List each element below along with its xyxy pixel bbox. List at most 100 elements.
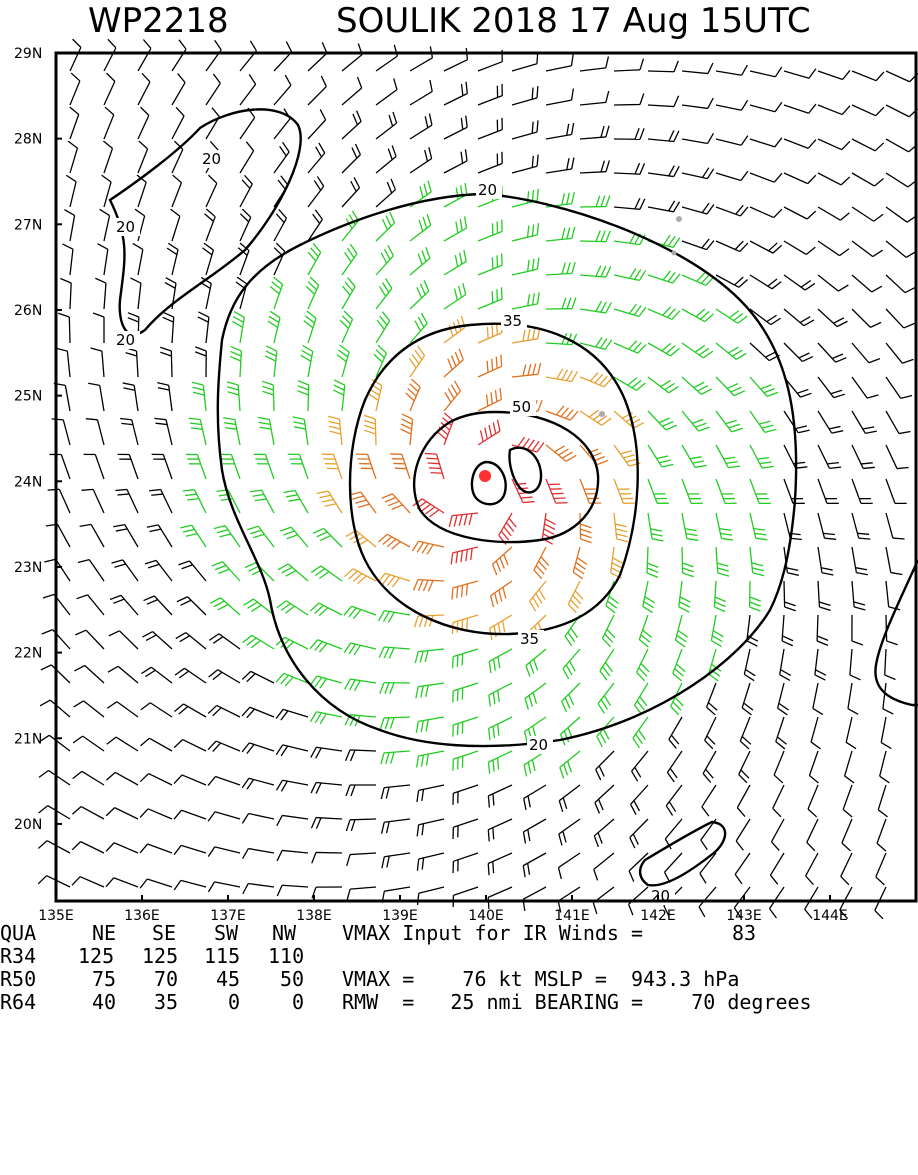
wind-barb — [406, 379, 420, 411]
wind-barb — [342, 144, 360, 173]
wind-barb — [108, 666, 138, 683]
wind-barb — [223, 418, 240, 445]
wind-barb — [818, 513, 836, 539]
wind-barb — [86, 419, 104, 445]
wind-barb — [60, 279, 71, 309]
wind-barb — [453, 853, 478, 873]
quadrant-header-row: QUA NE SE SW NW VMAX Input for IR Winds … — [0, 922, 918, 945]
wind-barb — [811, 717, 821, 749]
wind-barb — [614, 59, 643, 71]
wind-barb — [39, 806, 70, 819]
wind-barb — [152, 454, 172, 479]
r64-se: 35 — [154, 991, 178, 1014]
wind-barb — [376, 312, 390, 343]
wind-barb — [349, 492, 376, 513]
wind-barb — [478, 152, 502, 173]
wind-barb — [750, 479, 771, 503]
wind-barb — [716, 479, 737, 503]
wind-barb — [669, 717, 682, 748]
r34-sw: 115 — [204, 945, 240, 968]
wind-barb — [750, 547, 764, 576]
wind-speed-contours — [110, 109, 918, 885]
wind-barb — [113, 525, 138, 547]
wind-barb — [157, 383, 172, 411]
wind-barb — [886, 513, 905, 539]
wind-barb — [512, 86, 538, 105]
wind-barb — [736, 819, 750, 850]
wind-barb — [123, 383, 138, 411]
wind-barb — [818, 173, 850, 185]
wind-barb — [737, 785, 750, 817]
lon-tick-label: 144E — [812, 908, 848, 922]
r34-nw: 110 — [268, 945, 304, 968]
wind-barb — [140, 879, 172, 888]
wind-barb — [317, 491, 342, 513]
wind-barb — [106, 808, 138, 819]
wind-barb — [180, 525, 206, 547]
wind-barb — [852, 173, 883, 186]
wind-barb — [773, 785, 784, 817]
wind-barb — [852, 513, 870, 539]
wind-barb — [376, 279, 392, 309]
wind-barb — [93, 313, 104, 343]
wind-barb — [104, 39, 116, 71]
wind-barb — [444, 149, 467, 173]
wind-barb — [875, 887, 886, 919]
wind-barb — [716, 65, 747, 75]
wind-barb — [283, 490, 308, 513]
wind-barb — [277, 850, 308, 861]
lon-tick-label: 136E — [124, 908, 160, 922]
wind-barb — [412, 541, 444, 554]
wind-barb — [750, 275, 781, 289]
wind-barb — [637, 649, 650, 681]
wind-barb — [818, 445, 841, 468]
contour-label-20-south: 20 — [529, 736, 548, 754]
wind-barb — [73, 771, 104, 785]
lon-tick-label: 137E — [210, 908, 246, 922]
wind-barb — [682, 309, 714, 322]
wind-barb — [639, 615, 651, 647]
wind-barb — [488, 785, 512, 808]
wind-barb — [580, 56, 608, 71]
wind-barb — [208, 847, 240, 857]
wind-barb — [288, 454, 308, 479]
wind-barb — [818, 241, 849, 256]
wind-barb — [227, 382, 240, 411]
wind-barb — [205, 209, 216, 241]
wind-barb — [175, 704, 206, 717]
wind-barb — [546, 445, 576, 461]
wind-barb — [852, 309, 881, 327]
wind-barb — [171, 209, 180, 241]
wind-barb — [58, 313, 70, 343]
wind-barb — [595, 785, 614, 813]
wind-barb — [240, 74, 256, 105]
wind-barb — [478, 355, 502, 377]
wind-barb — [175, 668, 206, 683]
wind-barb — [716, 547, 729, 576]
wind-barb — [66, 175, 76, 207]
wind-barb — [70, 107, 79, 139]
wind-barb — [298, 381, 309, 411]
wind-barb — [115, 489, 138, 513]
wind-barb — [580, 301, 611, 313]
wind-barb — [784, 69, 816, 78]
wind-barb — [149, 490, 172, 513]
wind-barb — [885, 649, 896, 680]
wind-barb — [852, 479, 873, 503]
wind-barb — [174, 880, 206, 890]
wind-barb — [409, 346, 424, 377]
wind-barb — [209, 670, 240, 683]
wind-barb — [140, 738, 172, 751]
wind-barb — [342, 244, 357, 275]
wind-barb — [716, 411, 743, 432]
wind-barb — [512, 292, 539, 309]
wind-barb — [750, 377, 778, 396]
wind-barb — [848, 683, 858, 714]
wind-barb — [276, 709, 308, 720]
wind-barb — [524, 751, 546, 776]
wind-barb — [183, 490, 206, 513]
wind-barb — [530, 581, 546, 611]
wind-barb — [784, 581, 796, 611]
wind-barb — [376, 179, 395, 207]
wind-barb — [417, 751, 444, 768]
